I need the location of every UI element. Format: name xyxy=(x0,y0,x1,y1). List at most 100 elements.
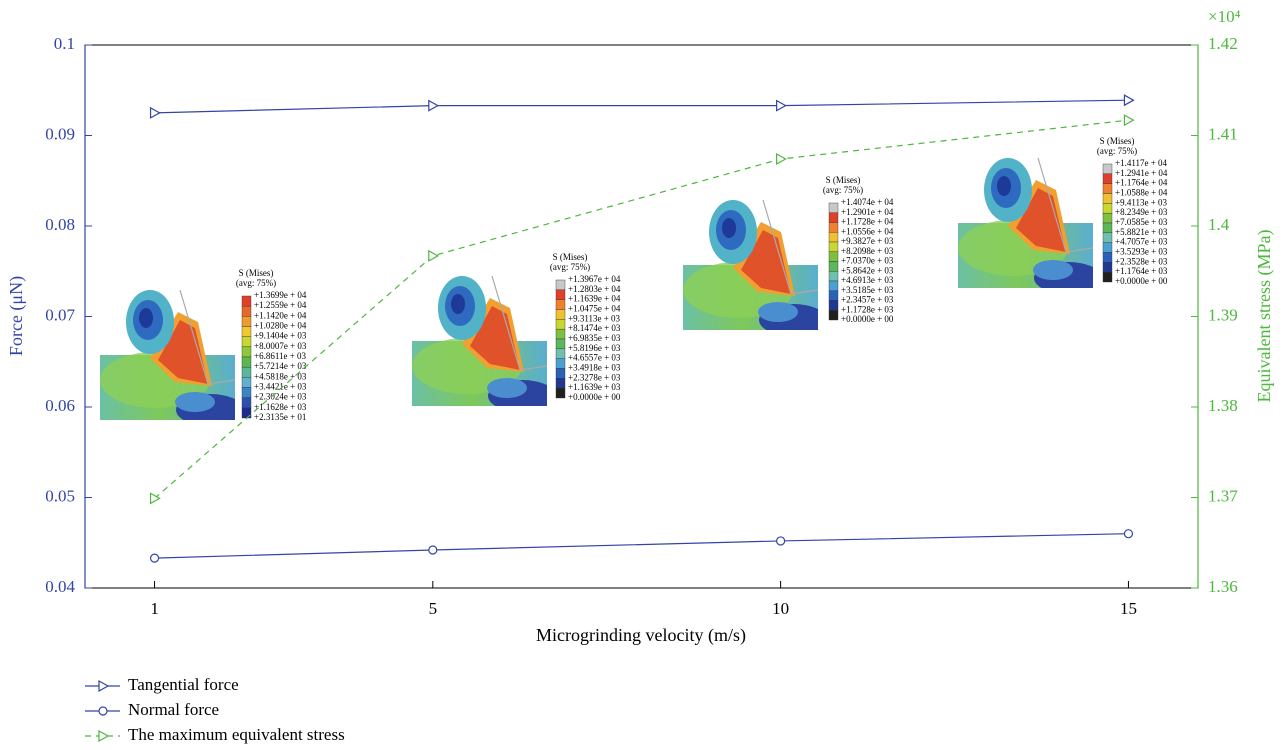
colorbar-label: +3.5293e + 03 xyxy=(1115,247,1168,257)
marker xyxy=(149,106,161,119)
colorbar-label: +1.1764e + 03 xyxy=(1115,266,1168,276)
colorbar-label: +1.0475e + 04 xyxy=(568,304,621,314)
inset-subtitle: (avg: 75%) xyxy=(236,278,276,288)
marker xyxy=(428,99,440,112)
marker xyxy=(776,153,787,166)
y-tick-label: 0.07 xyxy=(45,305,75,324)
marker xyxy=(149,553,160,563)
y2-tick-label: 1.38 xyxy=(1208,396,1238,415)
series-line xyxy=(154,533,1129,559)
colorbar-label: +6.9835e + 03 xyxy=(568,333,621,343)
colorbar-label: +2.3278e + 03 xyxy=(568,372,621,382)
colorbar-label: +1.1764e + 04 xyxy=(1115,178,1168,188)
colorbar-label: +5.8196e + 03 xyxy=(568,343,621,353)
colorbar-label: +3.4918e + 03 xyxy=(568,363,621,373)
colorbar-label: +1.2559e + 04 xyxy=(254,300,307,310)
colorbar-label: +5.7214e + 03 xyxy=(254,361,307,371)
colorbar-segment xyxy=(241,316,252,327)
inset-title: S (Mises) xyxy=(1100,136,1135,146)
colorbar-segment xyxy=(1102,183,1113,194)
marker xyxy=(776,536,786,546)
colorbar-segment xyxy=(241,407,252,419)
colorbar-segment xyxy=(555,319,566,330)
colorbar-segment xyxy=(555,378,566,389)
marker xyxy=(149,492,161,505)
x-tick-label: 10 xyxy=(772,599,789,618)
colorbar-label: +1.1639e + 03 xyxy=(568,382,621,392)
colorbar-segment xyxy=(241,397,252,409)
colorbar-label: +2.3457e + 03 xyxy=(841,295,894,305)
y-tick-label: 0.05 xyxy=(45,486,75,505)
x-tick-label: 1 xyxy=(150,599,159,618)
legend-item: Normal force xyxy=(85,700,219,719)
colorbar-label: +3.4421e + 03 xyxy=(254,382,307,392)
colorbar-label: +1.1420e + 04 xyxy=(254,310,307,320)
y2-multiplier: ×10⁴ xyxy=(1208,7,1241,26)
colorbar-label: +9.3827e + 03 xyxy=(841,236,894,246)
inset-title: S (Mises) xyxy=(553,252,588,262)
y2-axis-title: Equivalent stress (MPa) xyxy=(1254,230,1275,403)
colorbar-label: +1.4117e + 04 xyxy=(1115,158,1168,168)
colorbar-segment xyxy=(555,309,566,320)
colorbar-segment xyxy=(828,251,839,262)
colorbar-label: +1.2803e + 04 xyxy=(568,284,621,294)
colorbar-segment xyxy=(828,232,839,243)
colorbar-label: +8.2349e + 03 xyxy=(1115,207,1168,217)
colorbar-label: +2.3135e + 01 xyxy=(254,412,306,422)
colorbar-label: +4.6557e + 03 xyxy=(568,353,621,363)
colorbar-segment xyxy=(555,279,566,291)
colorbar-label: +9.1404e + 03 xyxy=(254,331,307,341)
colorbar-segment xyxy=(828,222,839,233)
y-tick-label: 0.06 xyxy=(45,396,75,415)
colorbar-segment xyxy=(828,261,839,272)
colorbar-segment xyxy=(241,336,252,348)
colorbar-label: +1.0280e + 04 xyxy=(254,321,307,331)
y-axis-title: Force (μN) xyxy=(6,276,27,356)
colorbar-label: +4.7057e + 03 xyxy=(1115,237,1168,247)
colorbar-segment xyxy=(828,310,839,321)
legend-marker xyxy=(98,706,108,716)
colorbar-label: +1.3967e + 04 xyxy=(568,274,621,284)
fem-snapshot xyxy=(100,290,235,420)
inset-subtitle: (avg: 75%) xyxy=(823,185,863,195)
colorbar-segment xyxy=(241,366,252,378)
legend-item: The maximum equivalent stress xyxy=(85,725,345,744)
marker xyxy=(1123,529,1134,539)
x-tick-label: 15 xyxy=(1120,599,1137,618)
colorbar-label: +7.0370e + 03 xyxy=(841,256,894,266)
colorbar-label: +1.3699e + 04 xyxy=(254,290,307,300)
legend-label: The maximum equivalent stress xyxy=(128,725,345,744)
colorbar-segment xyxy=(555,368,566,379)
colorbar-segment xyxy=(241,346,252,358)
colorbar-segment xyxy=(1102,163,1113,175)
colorbar-segment xyxy=(828,241,839,252)
colorbar-segment xyxy=(828,290,839,301)
colorbar-label: +8.2098e + 03 xyxy=(841,246,894,256)
legend-label: Tangential force xyxy=(128,675,239,694)
colorbar-segment xyxy=(1102,203,1113,214)
colorbar-label: +1.4074e + 04 xyxy=(841,197,894,207)
legend-marker xyxy=(98,729,110,743)
colorbar-segment xyxy=(1102,222,1113,234)
colorbar-segment xyxy=(1102,271,1113,283)
marker xyxy=(428,249,440,262)
colorbar-segment xyxy=(555,289,566,300)
series-line xyxy=(154,119,1129,499)
y2-tick-label: 1.37 xyxy=(1208,486,1238,505)
colorbar-segment xyxy=(555,328,566,340)
marker xyxy=(1123,114,1135,127)
colorbar-segment xyxy=(555,358,566,369)
colorbar-segment xyxy=(828,271,839,282)
y2-tick-label: 1.42 xyxy=(1208,34,1238,53)
marker xyxy=(1123,94,1135,107)
inset-subtitle: (avg: 75%) xyxy=(550,262,590,272)
plot-frame xyxy=(84,44,1199,589)
colorbar-segment xyxy=(241,305,252,317)
colorbar-segment xyxy=(1102,173,1113,184)
colorbar-segment xyxy=(1102,252,1113,263)
colorbar-segment xyxy=(241,387,252,398)
colorbar-label: +4.5818e + 03 xyxy=(254,371,307,381)
y2-tick-label: 1.36 xyxy=(1208,577,1238,596)
colorbar-segment xyxy=(828,202,839,213)
colorbar-label: +1.0588e + 04 xyxy=(1115,188,1168,198)
